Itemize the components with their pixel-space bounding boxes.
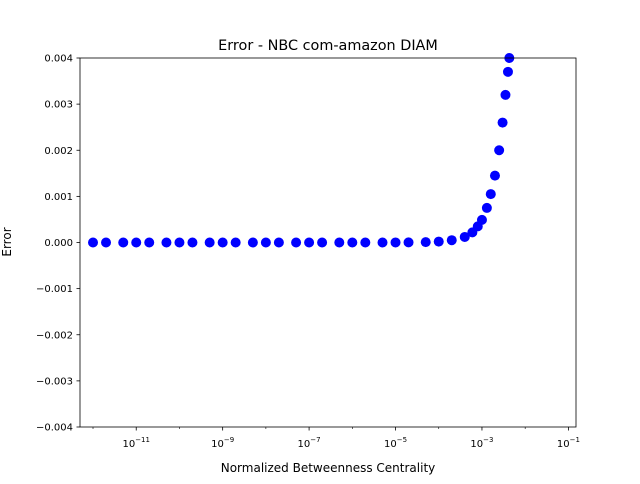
data-point — [360, 237, 371, 248]
data-point — [502, 66, 513, 77]
data-point — [217, 237, 228, 248]
x-tick-label: 10−1 — [557, 436, 580, 450]
y-axis: −0.004 −0.003 −0.002 −0.001 0.000 0.001 0.002 0… — [36, 54, 80, 434]
data-point — [377, 237, 388, 248]
y-tick-label: 0.004 — [44, 54, 73, 65]
data-point — [500, 89, 511, 100]
y-tick-label: −0.003 — [36, 376, 73, 387]
data-point — [433, 236, 444, 247]
data-point — [476, 214, 487, 225]
data-point — [446, 235, 457, 246]
y-tick-label: 0.003 — [44, 100, 73, 111]
data-point — [131, 237, 142, 248]
data-point — [144, 237, 155, 248]
data-point — [489, 170, 500, 181]
data-point — [497, 117, 508, 128]
data-point — [260, 237, 271, 248]
y-tick-label: −0.001 — [36, 284, 73, 295]
data-point — [304, 237, 315, 248]
data-point — [230, 237, 241, 248]
x-axis: 10−11 10−9 10−7 10−5 10−3 10−1 — [92, 427, 580, 450]
x-tick-label: 10−7 — [298, 436, 321, 450]
y-tick-label: −0.004 — [36, 423, 73, 434]
y-tick-label: −0.002 — [36, 330, 73, 341]
x-axis-label: Normalized Betweenness Centrality — [221, 461, 436, 475]
data-point — [174, 237, 185, 248]
data-point — [273, 237, 284, 248]
data-point — [494, 145, 505, 156]
data-point — [118, 237, 129, 248]
y-tick-label: 0.000 — [44, 238, 73, 249]
data-point — [347, 237, 358, 248]
data-points — [88, 53, 515, 248]
x-tick-label: 10−9 — [211, 436, 234, 450]
x-tick-label: 10−5 — [384, 436, 407, 450]
data-point — [481, 202, 492, 213]
data-point — [247, 237, 258, 248]
data-point — [204, 237, 215, 248]
chart-title: Error - NBC com-amazon DIAM — [218, 38, 438, 54]
data-point — [187, 237, 198, 248]
y-tick-label: 0.002 — [44, 146, 73, 157]
data-point — [390, 237, 401, 248]
y-tick-label: 0.001 — [44, 192, 73, 203]
data-point — [403, 237, 414, 248]
y-axis-label: Error — [0, 227, 14, 256]
data-point — [88, 237, 99, 248]
data-point — [420, 237, 431, 248]
data-point — [161, 237, 172, 248]
x-tick-label: 10−11 — [122, 436, 150, 450]
data-point — [317, 237, 328, 248]
data-point — [459, 231, 470, 242]
x-tick-label: 10−3 — [470, 436, 493, 450]
data-point — [334, 237, 345, 248]
data-point — [101, 237, 112, 248]
data-point — [485, 189, 496, 200]
data-point — [291, 237, 302, 248]
